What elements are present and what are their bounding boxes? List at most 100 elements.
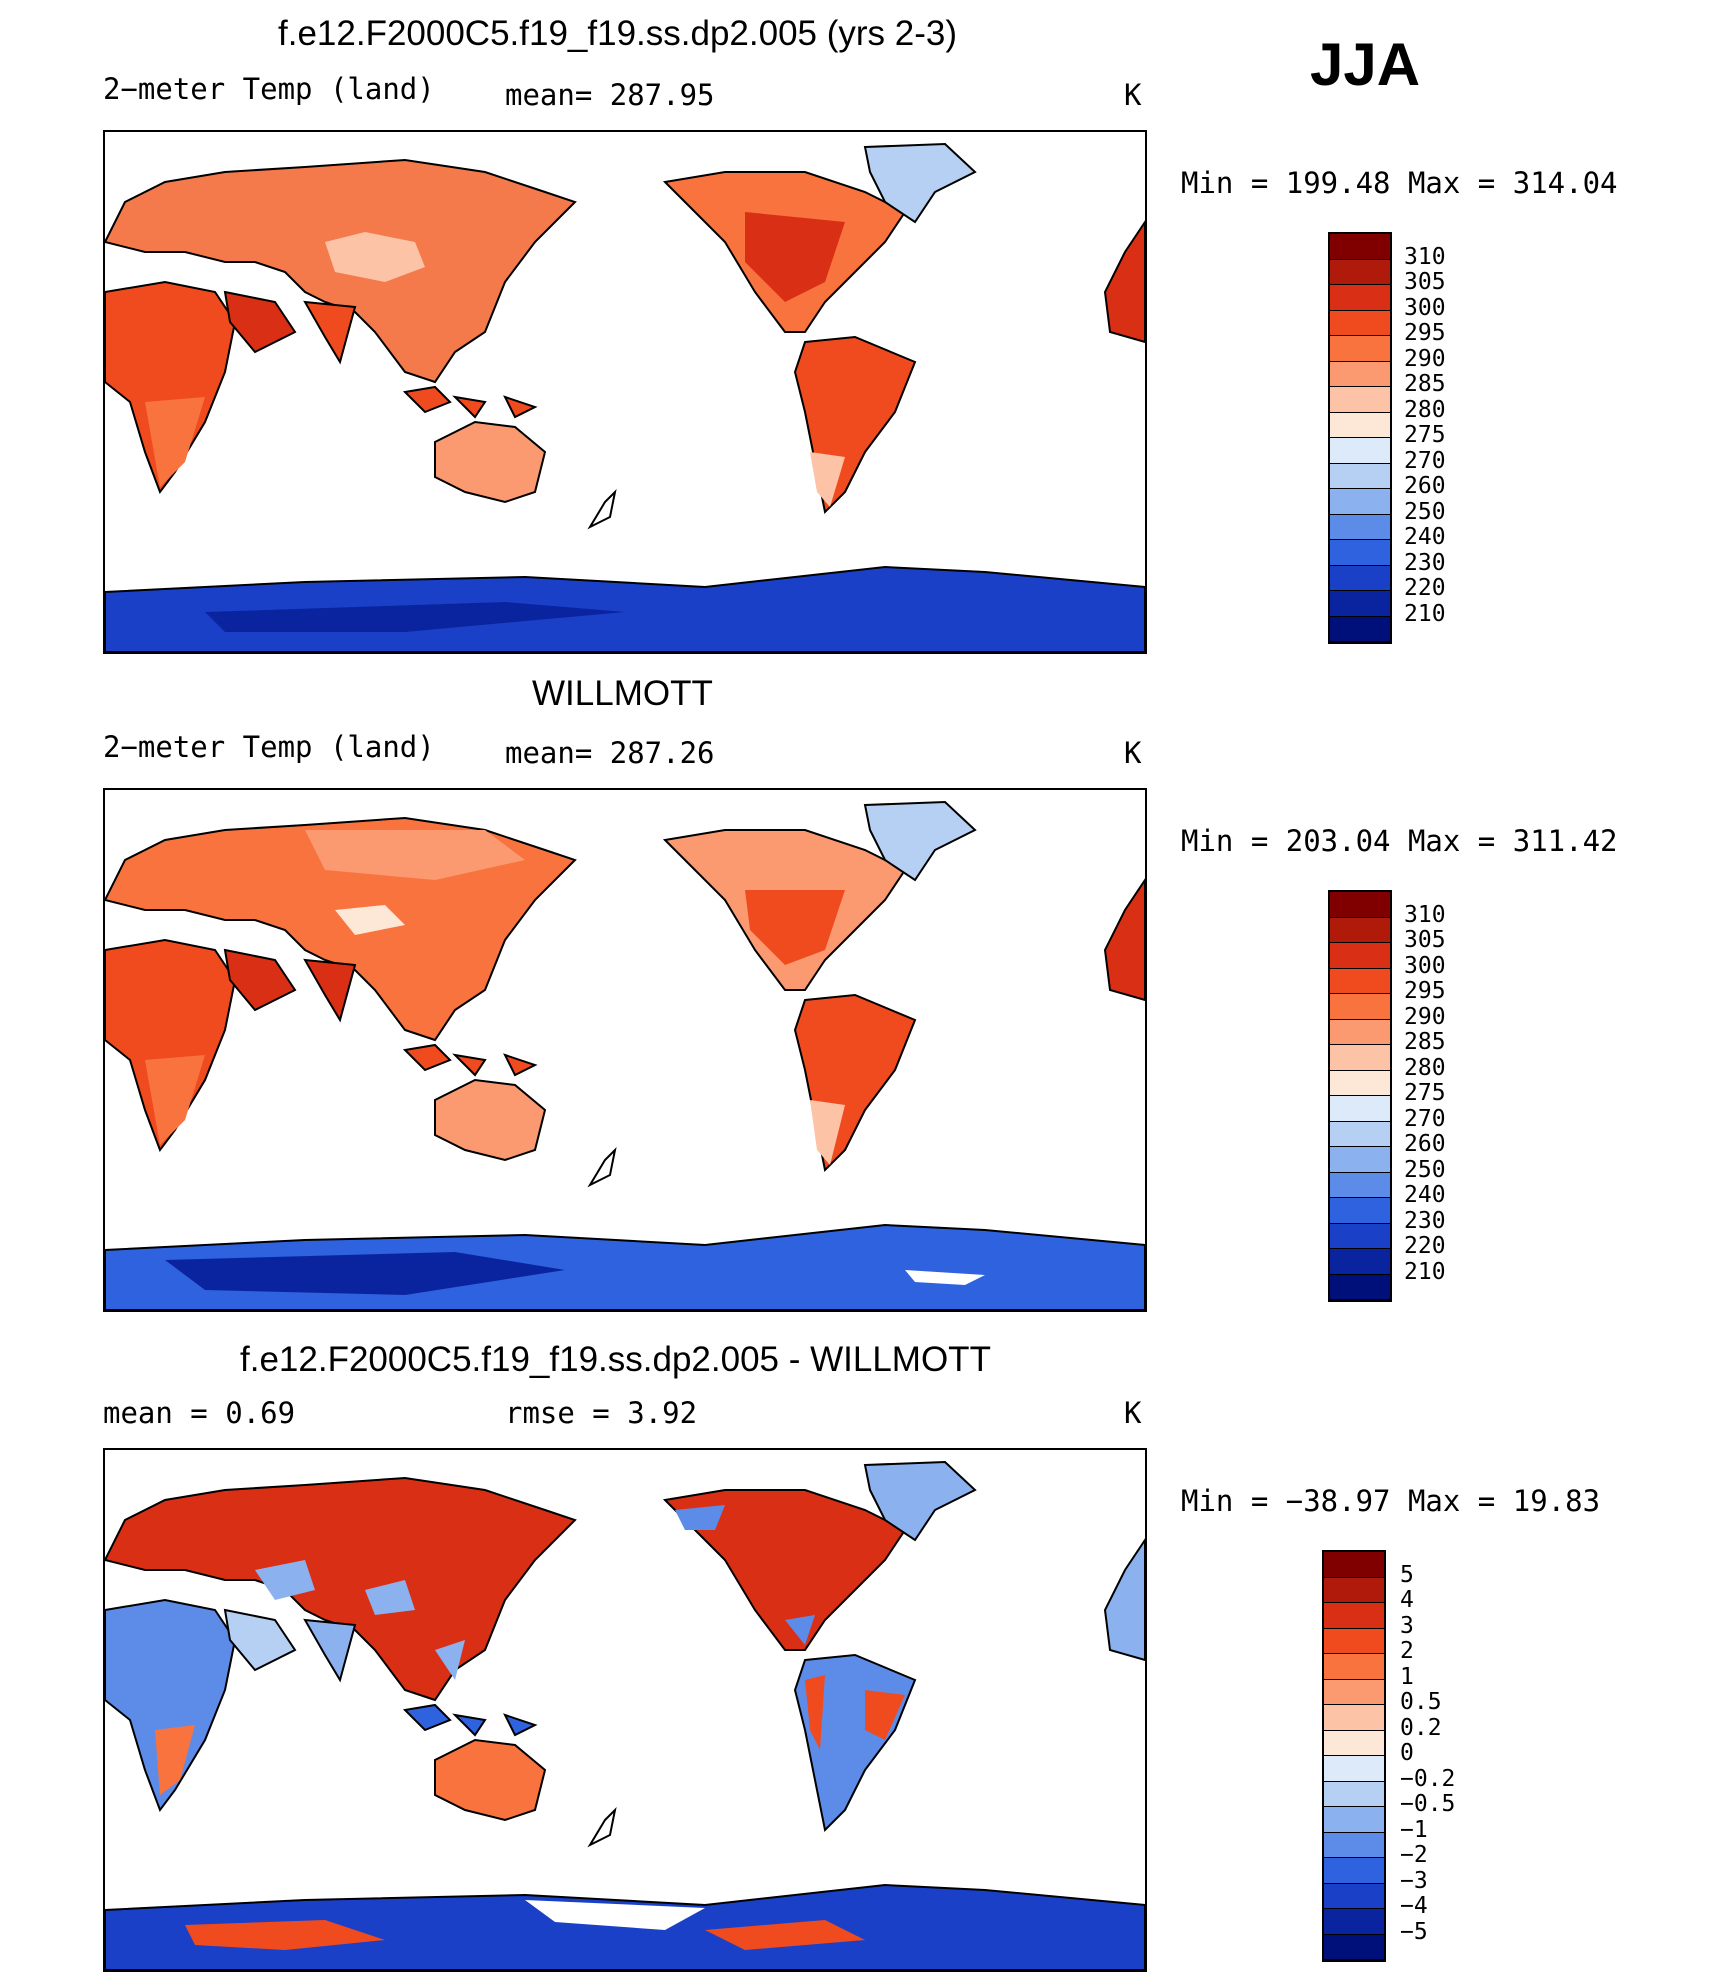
colorbar-swatch: [1330, 234, 1390, 260]
colorbar-tick-label: 275: [1404, 1080, 1446, 1106]
colorbar-tick-label: 220: [1404, 1233, 1446, 1259]
colorbar-tick-label: −2: [1400, 1842, 1428, 1868]
arabia-landmass: [223, 948, 297, 1012]
colorbar-tick-label: 300: [1404, 294, 1446, 321]
west-africa-edge: [1103, 220, 1145, 344]
colorbar-tick-label: 240: [1404, 1182, 1446, 1208]
colorbar-tick-label: 310: [1404, 243, 1446, 270]
colorbar-tick-label: 3: [1400, 1612, 1414, 1639]
tibet-region: [325, 232, 425, 282]
colorbar-tick-label: 310: [1404, 901, 1446, 928]
india-landmass: [303, 958, 357, 1023]
colorbar-swatch: [1324, 1730, 1384, 1756]
panel3-mean-label: mean = 0.69: [103, 1396, 296, 1430]
colorbar-swatch: [1330, 1096, 1390, 1122]
colorbar-tick-label: 250: [1404, 1156, 1446, 1183]
antarctica-ice-shelf: [905, 1270, 985, 1285]
colorbar-tick-label: −0.2: [1400, 1765, 1456, 1792]
colorbar-swatch: [1330, 285, 1390, 311]
colorbar-tick-label: 2: [1400, 1638, 1414, 1664]
panel3-colorbar: [1322, 1550, 1386, 1962]
west-africa-edge: [1103, 1538, 1145, 1662]
indonesia-islands: [402, 1703, 538, 1737]
colorbar-swatch: [1324, 1858, 1384, 1884]
india-landmass: [303, 1618, 357, 1683]
panel1-variable-label: 2−meter Temp (land): [103, 72, 435, 106]
colorbar-swatch: [1324, 1832, 1384, 1858]
arabia-landmass: [223, 1608, 297, 1672]
colorbar-swatch: [1330, 310, 1390, 336]
colorbar-tick-label: 300: [1404, 952, 1446, 979]
panel3-title: f.e12.F2000C5.f19_f19.ss.dp2.005 - WILLM…: [240, 1340, 991, 1379]
colorbar-tick-label: 285: [1404, 1029, 1446, 1055]
colorbar-swatch: [1330, 1019, 1390, 1045]
south-america-south: [810, 1100, 845, 1165]
colorbar-tick-label: 305: [1404, 269, 1446, 295]
colorbar-tick-label: 295: [1404, 978, 1446, 1004]
colorbar-swatch: [1330, 489, 1390, 515]
colorbar-swatch: [1330, 336, 1390, 362]
indonesia-islands: [402, 385, 538, 419]
colorbar-swatch: [1330, 1223, 1390, 1249]
colorbar-tick-label: 285: [1404, 371, 1446, 397]
eurasia-blue-patches: [255, 1560, 465, 1680]
colorbar-swatch: [1330, 917, 1390, 943]
colorbar-swatch: [1330, 1198, 1390, 1224]
new-zealand: [587, 1146, 617, 1188]
panel1-map: [103, 130, 1147, 654]
colorbar-swatch: [1330, 463, 1390, 489]
colorbar-tick-label: 270: [1404, 447, 1446, 474]
colorbar-swatch: [1324, 1756, 1384, 1782]
colorbar-swatch: [1330, 540, 1390, 566]
panel1-map-svg: [105, 142, 1145, 652]
australia-landmass: [434, 1738, 547, 1822]
panel1-colorbar: [1328, 232, 1392, 644]
new-zealand: [587, 488, 617, 530]
colorbar-tick-label: 230: [1404, 549, 1446, 576]
panel1-units: K: [1124, 78, 1142, 112]
south-america-south: [810, 452, 845, 507]
colorbar-tick-label: 290: [1404, 1003, 1446, 1030]
north-america-east: [745, 890, 845, 965]
west-africa-edge: [1103, 878, 1145, 1002]
colorbar-swatch: [1330, 565, 1390, 591]
colorbar-tick-label: 260: [1404, 473, 1446, 499]
southern-africa: [145, 397, 205, 487]
south-america-red-patches: [805, 1675, 905, 1750]
south-america-landmass: [793, 993, 917, 1173]
colorbar-swatch: [1330, 438, 1390, 464]
colorbar-swatch: [1324, 1781, 1384, 1807]
colorbar-swatch: [1324, 1679, 1384, 1705]
southern-africa: [145, 1055, 205, 1145]
colorbar-tick-label: −5: [1400, 1918, 1428, 1945]
antarctica-landmass: [105, 1883, 1145, 1970]
siberia-region: [305, 830, 525, 880]
colorbar-swatch: [1330, 514, 1390, 540]
colorbar-swatch: [1330, 1070, 1390, 1096]
arabia-landmass: [223, 290, 297, 354]
colorbar-tick-label: 0.5: [1400, 1689, 1442, 1715]
africa-red-patches: [155, 1725, 195, 1795]
north-america-landmass: [662, 1489, 907, 1651]
colorbar-swatch: [1330, 616, 1390, 642]
india-landmass: [303, 300, 357, 365]
colorbar-swatch: [1330, 259, 1390, 285]
africa-landmass: [105, 1598, 237, 1813]
colorbar-swatch: [1330, 892, 1390, 918]
panel3-units: K: [1124, 1396, 1142, 1430]
colorbar-swatch: [1324, 1807, 1384, 1833]
antarctica-interior: [165, 1252, 565, 1295]
colorbar-tick-label: 275: [1404, 422, 1446, 448]
australia-landmass: [434, 1078, 547, 1162]
colorbar-tick-label: 240: [1404, 524, 1446, 550]
colorbar-tick-label: 0: [1400, 1740, 1414, 1766]
colorbar-swatch: [1330, 591, 1390, 617]
panel2-mean-label: mean= 287.26: [505, 736, 715, 770]
colorbar-swatch: [1324, 1628, 1384, 1654]
colorbar-tick-label: 210: [1404, 600, 1446, 627]
antarctica-landmass: [105, 565, 1145, 652]
colorbar-swatch: [1324, 1577, 1384, 1603]
colorbar-swatch: [1330, 1045, 1390, 1071]
colorbar-tick-label: 270: [1404, 1105, 1446, 1132]
colorbar-swatch: [1330, 968, 1390, 994]
